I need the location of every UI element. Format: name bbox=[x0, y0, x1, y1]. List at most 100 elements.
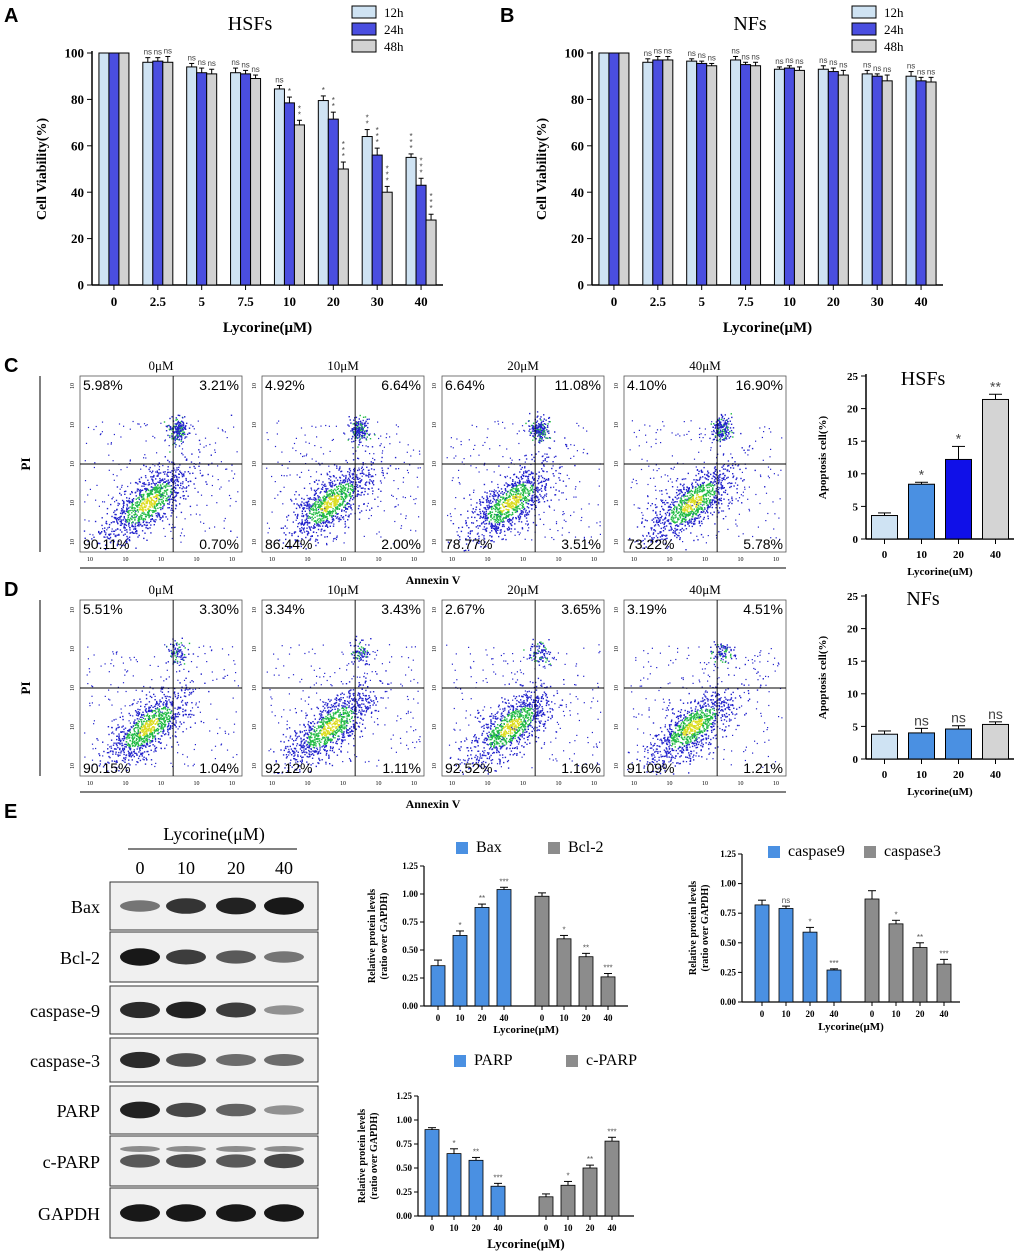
flow-dot bbox=[129, 500, 131, 502]
flow-dot bbox=[153, 519, 155, 521]
flow-dot bbox=[703, 503, 705, 506]
flow-dot bbox=[326, 493, 328, 495]
flow-dot bbox=[100, 532, 102, 534]
flow-dot bbox=[414, 503, 416, 505]
flow-dot bbox=[324, 516, 327, 518]
bar-24h-5 bbox=[196, 72, 208, 286]
flow-dot bbox=[483, 513, 485, 515]
flow-dot bbox=[183, 475, 185, 477]
flow-dot bbox=[175, 495, 177, 497]
flow-dot bbox=[380, 500, 382, 502]
quadrant-ll: 86.44% bbox=[265, 536, 312, 552]
flow-dot bbox=[174, 496, 176, 498]
flow-dot bbox=[185, 487, 187, 489]
flow-dot bbox=[686, 506, 688, 508]
flow-dot bbox=[598, 485, 600, 487]
flow-dot bbox=[549, 447, 551, 450]
y-tick-label: 100 bbox=[565, 46, 585, 61]
flow-dot bbox=[679, 514, 681, 517]
flow-dot bbox=[558, 499, 560, 501]
flow-dot bbox=[465, 522, 467, 525]
flow-dot bbox=[544, 434, 546, 436]
flow-dot bbox=[533, 479, 535, 481]
flow-dot bbox=[339, 479, 342, 482]
flow-dot bbox=[670, 539, 672, 541]
flow-dot bbox=[672, 516, 674, 519]
flow-dot bbox=[119, 516, 122, 518]
flow-dot bbox=[335, 538, 337, 541]
quadrant-lr: 2.00% bbox=[381, 536, 421, 552]
flow-dot bbox=[668, 529, 670, 532]
flow-dot bbox=[359, 481, 361, 484]
flow-dot bbox=[115, 518, 118, 520]
flow-dot bbox=[518, 492, 520, 495]
flow-dot bbox=[364, 432, 366, 434]
flow-dot bbox=[392, 495, 394, 497]
flow-dot bbox=[132, 525, 134, 528]
flow-dot bbox=[530, 482, 532, 485]
flow-dot bbox=[455, 497, 457, 499]
flow-dot bbox=[312, 498, 314, 501]
flow-dot bbox=[516, 501, 518, 503]
flow-dot bbox=[702, 494, 704, 497]
flow-dot bbox=[374, 434, 376, 436]
flow-dot bbox=[99, 542, 101, 545]
flow-dot bbox=[657, 518, 660, 520]
flow-dot bbox=[120, 544, 123, 547]
flow-dot bbox=[349, 505, 351, 508]
flow-dot bbox=[497, 420, 499, 422]
flow-dot bbox=[531, 499, 534, 501]
flow-dot bbox=[308, 469, 310, 471]
flow-dot bbox=[315, 532, 318, 534]
flow-dot bbox=[161, 487, 163, 489]
flow-dot bbox=[217, 479, 219, 481]
flow-dot bbox=[543, 523, 545, 526]
flow-dot bbox=[465, 538, 467, 540]
flow-dot bbox=[335, 498, 337, 500]
flow-dot bbox=[177, 492, 180, 494]
flow-dot bbox=[365, 430, 368, 432]
flow-dot bbox=[659, 531, 661, 533]
bar-12h-7.5 bbox=[730, 59, 742, 286]
y-tick-label: 40 bbox=[571, 185, 584, 200]
flow-dot bbox=[681, 519, 683, 522]
flow-dot bbox=[143, 513, 145, 515]
flow-dot bbox=[527, 490, 529, 493]
flow-dot bbox=[355, 481, 357, 483]
flow-dot bbox=[322, 511, 324, 514]
flow-dot bbox=[138, 423, 140, 425]
flow-dot bbox=[137, 523, 140, 526]
flow-dot bbox=[176, 516, 178, 518]
flow-dot bbox=[343, 432, 345, 434]
flow-dot bbox=[482, 510, 484, 512]
flow-dot bbox=[175, 425, 177, 428]
flow-dot bbox=[504, 476, 506, 478]
flow-dot bbox=[352, 436, 354, 438]
flow-dot bbox=[353, 497, 355, 499]
flow-dot bbox=[323, 521, 325, 523]
flow-dot bbox=[141, 530, 144, 532]
flow-dot bbox=[149, 527, 151, 529]
flow-dot bbox=[293, 511, 295, 513]
flow-dot bbox=[583, 536, 585, 538]
flow-dot bbox=[480, 516, 482, 518]
flow-dot bbox=[138, 509, 141, 511]
flow-dot bbox=[165, 430, 168, 432]
flow-dot bbox=[180, 484, 182, 487]
flow-dot bbox=[357, 433, 359, 435]
flow-dot bbox=[307, 515, 309, 517]
flow-dot bbox=[131, 518, 133, 521]
flow-dot bbox=[710, 485, 712, 487]
flow-dot bbox=[486, 495, 488, 497]
flow-dot bbox=[490, 515, 492, 517]
flow-dot bbox=[117, 519, 120, 521]
flow-dot bbox=[467, 532, 470, 534]
flow-dot bbox=[515, 517, 517, 519]
flow-dot bbox=[370, 461, 372, 463]
flow-dot bbox=[315, 460, 317, 462]
flow-dot bbox=[507, 496, 510, 498]
flow-dot bbox=[306, 501, 309, 503]
flow-dot bbox=[508, 495, 510, 498]
flow-dot bbox=[515, 487, 517, 490]
flow-dot bbox=[685, 499, 687, 502]
